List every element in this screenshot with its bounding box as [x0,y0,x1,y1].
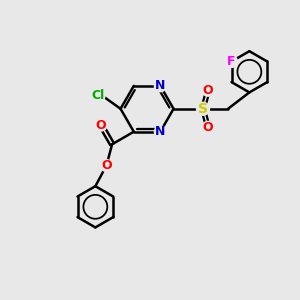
Text: S: S [198,102,208,116]
Circle shape [226,56,237,68]
Text: Cl: Cl [91,89,104,102]
Circle shape [100,160,112,172]
Circle shape [202,122,214,133]
Circle shape [90,88,105,103]
Circle shape [196,102,209,115]
Text: F: F [227,55,236,68]
Text: N: N [155,79,166,92]
Text: O: O [202,121,213,134]
Text: O: O [202,84,213,97]
Text: O: O [101,159,112,172]
Text: O: O [96,118,106,132]
Circle shape [202,84,214,96]
Circle shape [154,126,166,138]
Circle shape [95,119,107,131]
Circle shape [154,80,166,92]
Text: N: N [155,125,166,138]
